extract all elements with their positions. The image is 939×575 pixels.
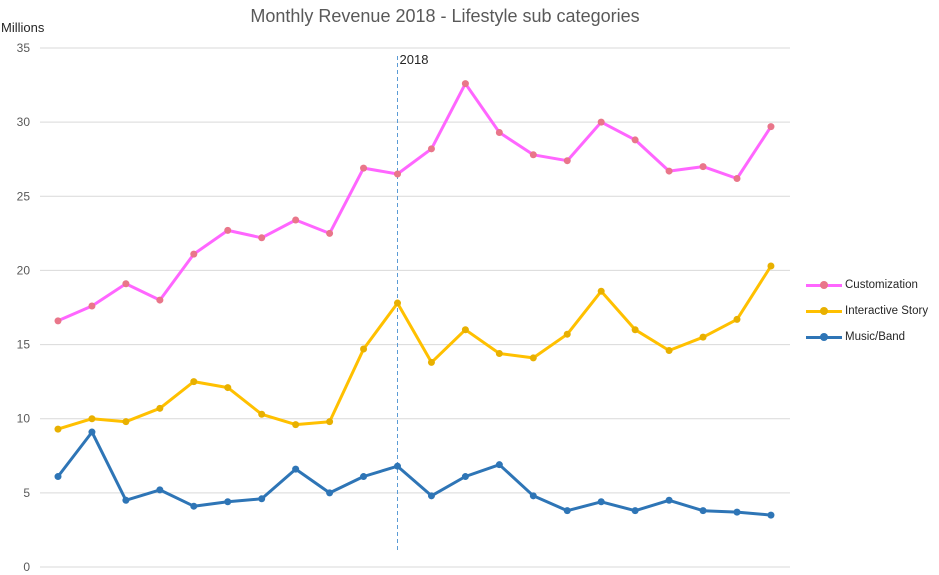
y-tick-label: 15	[17, 338, 31, 352]
data-point[interactable]	[122, 280, 130, 288]
data-point[interactable]	[699, 163, 707, 171]
data-point[interactable]	[360, 473, 368, 481]
series-lines	[54, 80, 775, 519]
chart-title: Monthly Revenue 2018 - Lifestyle sub cat…	[250, 6, 640, 26]
data-point[interactable]	[54, 425, 62, 433]
data-point[interactable]	[54, 473, 62, 481]
data-point[interactable]	[224, 226, 232, 234]
data-point[interactable]	[394, 462, 401, 470]
legend-swatch	[806, 279, 842, 291]
data-point[interactable]	[631, 326, 639, 334]
data-point[interactable]	[563, 157, 571, 165]
legend-swatch	[806, 331, 842, 343]
data-point[interactable]	[224, 498, 232, 506]
data-point[interactable]	[733, 508, 741, 516]
data-point[interactable]	[190, 378, 198, 386]
data-point[interactable]	[54, 317, 62, 325]
legend-label: Music/Band	[845, 331, 906, 343]
data-point[interactable]	[631, 507, 639, 515]
data-point[interactable]	[461, 80, 469, 88]
y-tick-label: 25	[17, 189, 31, 203]
data-point[interactable]	[597, 287, 605, 295]
data-point[interactable]	[733, 174, 741, 182]
data-point[interactable]	[597, 118, 605, 126]
y-tick-label: 10	[17, 412, 31, 426]
data-point[interactable]	[665, 496, 673, 504]
y-tick-label: 35	[17, 41, 31, 55]
data-point[interactable]	[529, 151, 537, 159]
data-point[interactable]	[461, 326, 469, 334]
data-point[interactable]	[258, 410, 266, 418]
data-point[interactable]	[427, 492, 435, 500]
data-point[interactable]	[360, 164, 368, 172]
gridlines	[40, 47, 790, 568]
data-point[interactable]	[224, 384, 232, 392]
series-customization	[54, 80, 775, 325]
data-point[interactable]	[529, 492, 537, 500]
y-tick-label: 20	[17, 263, 31, 277]
series-line	[57, 265, 773, 431]
data-point[interactable]	[665, 167, 673, 175]
data-point[interactable]	[156, 404, 164, 412]
data-point[interactable]	[427, 358, 435, 366]
data-point[interactable]	[258, 234, 266, 242]
data-point[interactable]	[360, 345, 368, 353]
legend-item-interactive-story[interactable]: Interactive Story	[806, 298, 936, 324]
data-point[interactable]	[258, 495, 266, 503]
data-point[interactable]	[156, 486, 164, 494]
data-point[interactable]	[88, 428, 96, 436]
series-line	[56, 430, 772, 517]
data-point[interactable]	[122, 418, 130, 426]
year-marker-label: 2018	[400, 52, 429, 67]
legend-label: Interactive Story	[845, 305, 929, 317]
data-point[interactable]	[699, 507, 707, 515]
data-point[interactable]	[597, 498, 605, 506]
data-point[interactable]	[495, 349, 503, 357]
y-tick-label: 30	[17, 115, 31, 129]
legend-label: Customization	[845, 279, 918, 291]
data-point[interactable]	[156, 296, 164, 304]
data-point[interactable]	[563, 507, 571, 515]
data-point[interactable]	[88, 302, 96, 310]
data-point[interactable]	[190, 502, 198, 510]
data-point[interactable]	[326, 229, 334, 237]
data-point[interactable]	[767, 123, 775, 131]
data-point[interactable]	[495, 129, 503, 137]
data-point[interactable]	[699, 333, 707, 341]
series-line	[57, 82, 773, 323]
data-point[interactable]	[326, 489, 334, 497]
data-point[interactable]	[767, 511, 775, 519]
data-point[interactable]	[665, 347, 673, 355]
y-axis-units-label: Millions	[1, 20, 45, 35]
data-point[interactable]	[394, 299, 401, 307]
data-point[interactable]	[563, 330, 571, 338]
year-marker: 2018	[397, 52, 429, 550]
legend-swatch	[806, 305, 842, 317]
data-point[interactable]	[767, 262, 775, 270]
data-point[interactable]	[394, 170, 401, 178]
legend-item-music-band[interactable]: Music/Band	[806, 324, 936, 350]
y-tick-label: 0	[23, 560, 30, 574]
data-point[interactable]	[292, 465, 300, 473]
legend-item-customization[interactable]: Customization	[806, 272, 936, 298]
series-music-band	[54, 428, 775, 519]
y-axis-ticks: 0 5 10 15 20 25 30 35	[17, 41, 31, 574]
data-point[interactable]	[495, 461, 503, 469]
data-point[interactable]	[326, 418, 334, 426]
series-interactive-story	[54, 262, 775, 433]
data-point[interactable]	[292, 421, 300, 429]
data-point[interactable]	[427, 145, 435, 153]
data-point[interactable]	[529, 354, 537, 362]
data-point[interactable]	[190, 250, 198, 258]
data-point[interactable]	[631, 136, 639, 144]
data-point[interactable]	[88, 415, 96, 423]
data-point[interactable]	[292, 216, 300, 224]
legend: Customization Interactive Story Music/Ba…	[806, 272, 936, 350]
data-point[interactable]	[733, 315, 741, 323]
data-point[interactable]	[461, 473, 469, 481]
y-tick-label: 5	[23, 486, 30, 500]
data-point[interactable]	[122, 496, 130, 504]
